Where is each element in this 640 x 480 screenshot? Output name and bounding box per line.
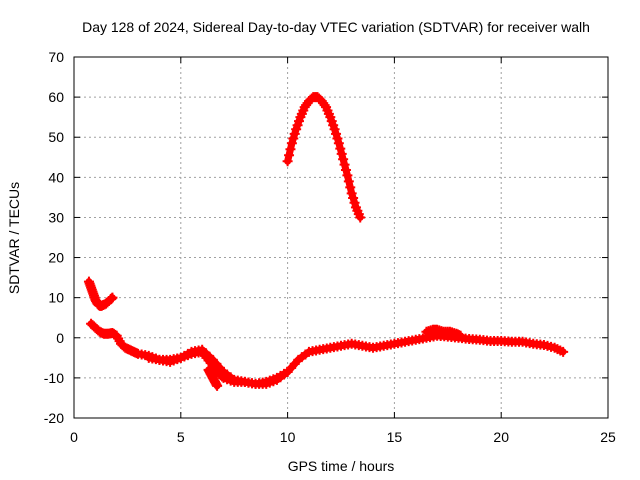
data-point — [329, 124, 340, 135]
data-point — [107, 292, 118, 303]
axis-ticks: 0 5 10 15 20 25 -20 -10 0 10 20 30 40 50 60 70 — [44, 49, 616, 445]
data-point — [282, 156, 293, 167]
y-tick-label: 10 — [48, 290, 64, 306]
series-arc-high — [282, 92, 366, 223]
data-point — [285, 144, 296, 155]
chart-title: Day 128 of 2024, Sidereal Day-to-day VTE… — [82, 19, 590, 35]
data-series — [83, 92, 569, 391]
y-tick-label: 0 — [56, 330, 64, 346]
data-point — [336, 148, 347, 159]
y-tick-label: 40 — [48, 169, 64, 185]
x-tick-label: 0 — [70, 429, 78, 445]
y-tick-label: -10 — [44, 370, 64, 386]
y-tick-label: 20 — [48, 250, 64, 266]
data-point — [286, 138, 297, 149]
x-tick-label: 5 — [177, 429, 185, 445]
data-point — [288, 133, 299, 144]
data-point — [339, 159, 350, 170]
data-point — [348, 193, 359, 204]
data-point — [343, 176, 354, 187]
x-tick-label: 15 — [387, 429, 403, 445]
data-point — [335, 143, 346, 154]
x-axis-label: GPS time / hours — [288, 458, 395, 474]
data-point — [332, 133, 343, 144]
data-point — [558, 346, 569, 357]
y-axis-label: SDTVAR / TECUs — [6, 182, 22, 294]
grid-lines — [74, 57, 608, 418]
x-tick-label: 20 — [493, 429, 509, 445]
y-tick-label: 70 — [48, 49, 64, 65]
data-point — [331, 128, 342, 139]
data-point — [340, 164, 351, 175]
x-tick-label: 25 — [600, 429, 616, 445]
series-arc-mid — [143, 346, 293, 389]
data-point — [212, 380, 223, 391]
series-arc-bump — [421, 324, 466, 341]
data-point — [284, 150, 295, 161]
data-point — [282, 366, 293, 377]
x-tick-label: 10 — [280, 429, 296, 445]
data-point — [455, 330, 466, 341]
data-point — [349, 197, 360, 208]
y-tick-label: 50 — [48, 129, 64, 145]
series-line — [284, 93, 364, 221]
data-point — [345, 182, 356, 193]
series-line — [87, 320, 567, 388]
y-tick-label: -20 — [44, 410, 64, 426]
data-point — [342, 170, 353, 181]
data-point — [355, 212, 366, 223]
data-point — [333, 138, 344, 149]
data-point — [346, 188, 357, 199]
y-tick-label: 30 — [48, 209, 64, 225]
plot-frame — [73, 56, 609, 419]
data-point — [319, 100, 330, 111]
data-point — [289, 128, 300, 139]
data-point — [338, 154, 349, 165]
y-tick-label: 60 — [48, 89, 64, 105]
series-arc-early — [83, 276, 118, 311]
series-arc-drop — [203, 364, 223, 391]
